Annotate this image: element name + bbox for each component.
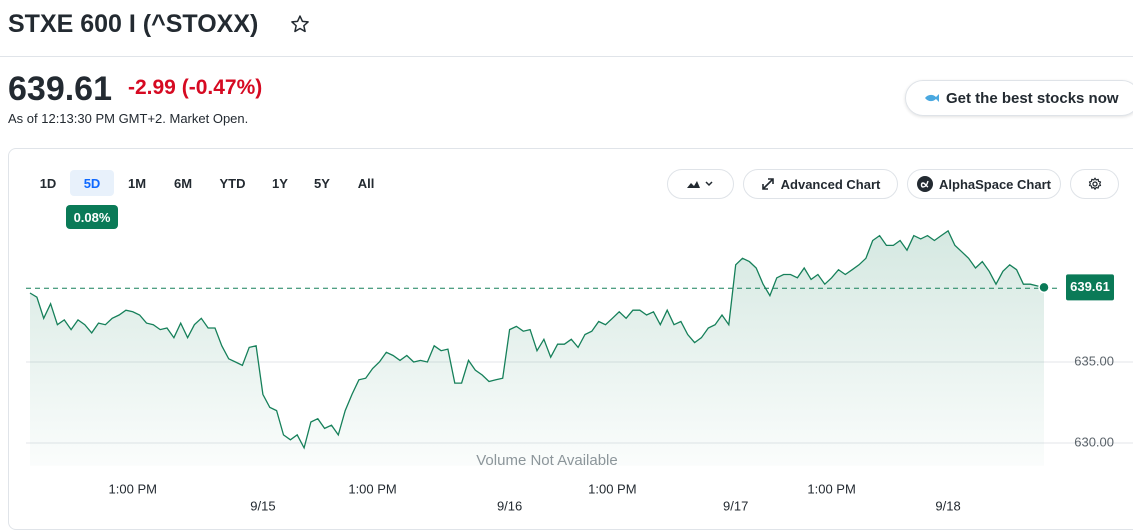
price: 639.61 xyxy=(8,70,112,108)
range-button[interactable]: All xyxy=(357,175,375,191)
button-label: Advanced Chart xyxy=(780,176,881,192)
chart-type-icon xyxy=(686,181,713,188)
settings-button[interactable] xyxy=(1070,169,1119,199)
promo-text: Get the best stocks now xyxy=(946,89,1119,107)
chart-card xyxy=(8,148,1133,530)
as-of: As of 12:13:30 PM GMT+2. Market Open. xyxy=(8,111,249,126)
change: -2.99 xyxy=(128,76,176,99)
page: {"header": {"title": "STXE 600 I (^STOXX… xyxy=(0,10,1133,530)
title: STXE 600 I (^STOXX) xyxy=(8,10,259,38)
button-label: AlphaSpace Chart xyxy=(939,176,1051,192)
range-button[interactable]: 6M xyxy=(173,175,193,191)
range-button[interactable]: 1Y xyxy=(272,175,288,191)
range-button[interactable]: YTD xyxy=(219,175,246,191)
chart-type-button[interactable] xyxy=(667,169,734,199)
divider xyxy=(0,56,1133,57)
promo-icon xyxy=(925,94,939,102)
watchlist-star[interactable] xyxy=(290,14,310,34)
change-percent: (-0.47%) xyxy=(181,76,263,99)
range-button[interactable]: 1M xyxy=(127,175,147,191)
price-change: -2.99 (-0.47%) xyxy=(128,76,262,100)
advanced-chart-button[interactable]: Advanced Chart xyxy=(743,169,898,199)
expand-icon xyxy=(761,178,774,190)
alphaspace-icon xyxy=(917,176,933,192)
range-change: 0.08% xyxy=(66,205,118,229)
promo-button[interactable]: Get the best stocks now xyxy=(905,80,1133,116)
alphaspace-chart-button[interactable]: AlphaSpace Chart xyxy=(907,169,1061,199)
range-button[interactable]: 1D xyxy=(39,175,57,191)
range-button[interactable]: 5D xyxy=(70,170,114,196)
range-button[interactable]: 5Y xyxy=(314,175,330,191)
gear-icon xyxy=(1088,177,1101,190)
